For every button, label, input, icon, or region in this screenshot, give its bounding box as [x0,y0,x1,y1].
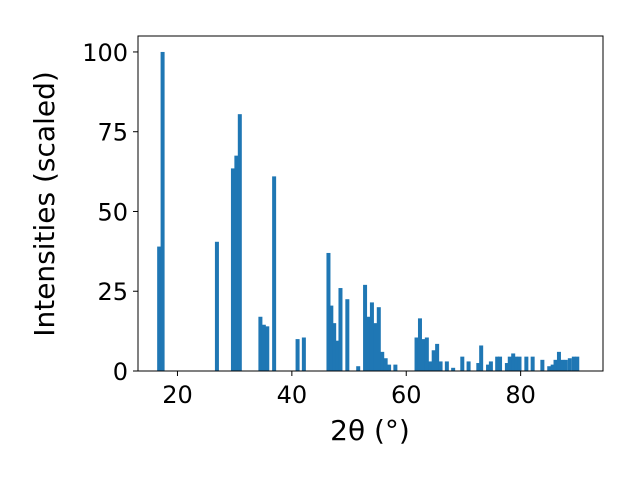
bar [363,284,368,371]
bar [383,358,388,371]
x-tick-label: 20 [162,381,193,409]
bar [338,288,343,371]
bar [507,356,512,371]
bar [428,361,433,371]
bar [230,168,235,371]
bar [157,246,162,371]
bar [369,302,374,371]
bar [479,345,484,371]
bar [514,356,519,371]
bar [517,356,522,371]
x-axis-label: 2θ (°) [330,414,410,447]
bar [258,316,263,371]
bar [488,361,493,371]
bar [424,337,429,371]
bar [556,351,561,371]
bar [563,359,568,371]
x-tick-label: 60 [391,381,422,409]
bar [547,366,552,371]
bar [326,252,331,371]
bar [335,340,340,371]
bar [380,351,385,371]
bar [421,339,426,371]
bar [237,114,242,372]
bar [234,155,239,371]
bar [438,361,443,371]
bar [393,364,398,371]
bar [460,356,465,371]
bar [366,316,371,371]
bar [530,356,535,371]
bar [504,363,509,371]
bar [444,361,449,371]
bar [567,358,572,371]
bar [373,323,378,371]
y-axis-label: Intensities (scaled) [28,71,61,337]
bar [560,359,565,371]
bar [486,364,491,371]
bar-series [157,51,580,372]
bar [332,323,337,371]
y-tick-label: 50 [97,198,128,226]
bar [214,241,219,371]
bar [498,356,503,371]
bar [524,356,529,371]
bar [495,356,500,371]
y-axis: 0 25 50 75 100 [82,39,138,386]
bar [356,366,361,371]
bar [435,343,440,371]
bar [476,363,481,371]
bar [414,337,419,371]
bar [550,364,555,371]
bar [417,318,422,371]
x-tick-label: 40 [277,381,308,409]
bar [575,356,580,371]
bar [376,307,381,371]
bar [301,337,306,371]
y-tick-label: 100 [82,39,128,67]
bar [265,326,270,371]
bar [329,305,334,371]
bar [540,359,545,371]
bar [511,353,516,371]
x-tick-label: 80 [505,381,536,409]
bar [553,359,558,371]
y-tick-label: 75 [97,119,128,147]
bar [387,364,392,371]
bar [451,367,456,371]
bar [345,299,350,371]
bar [261,324,266,371]
bar [571,356,576,371]
bar [295,339,300,371]
x-axis: 20 40 60 80 [162,371,536,409]
bar [272,176,277,371]
y-tick-label: 0 [113,358,128,386]
plot-frame [137,35,604,372]
bar [431,350,436,371]
y-tick-label: 25 [97,278,128,306]
bar [160,51,165,371]
bar [466,361,471,371]
